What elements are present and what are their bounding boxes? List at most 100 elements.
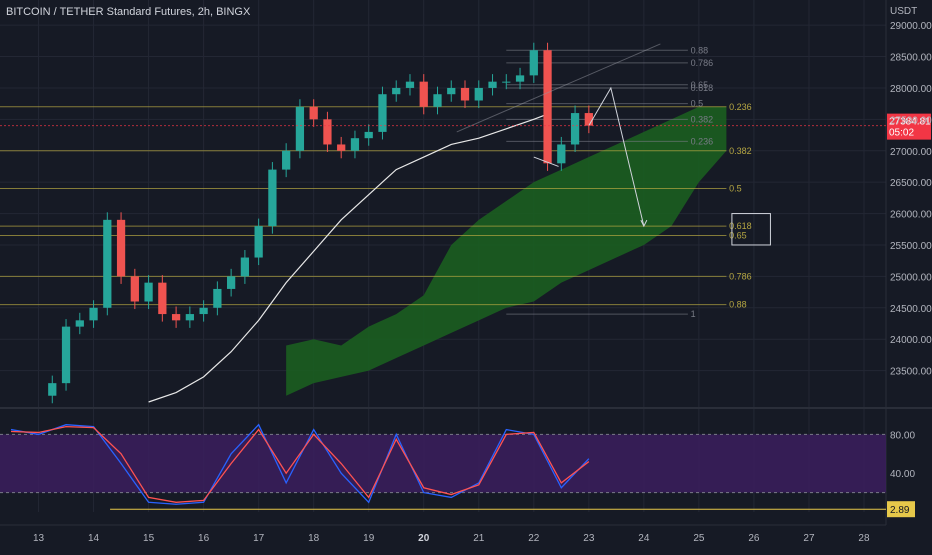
moving-average-line bbox=[148, 112, 551, 403]
candle[interactable] bbox=[364, 131, 373, 139]
candle[interactable] bbox=[433, 94, 442, 107]
x-tick-label: 24 bbox=[638, 533, 650, 544]
candle[interactable] bbox=[323, 119, 332, 145]
candle[interactable] bbox=[515, 75, 525, 82]
candle[interactable] bbox=[502, 81, 511, 83]
candle[interactable] bbox=[460, 87, 470, 101]
arrow-head bbox=[640, 219, 648, 228]
stoch-y-tick-label: 40.00 bbox=[890, 469, 915, 480]
candle[interactable] bbox=[584, 113, 593, 126]
x-tick-label: 19 bbox=[363, 533, 375, 544]
price-badge-value: 27384.81 bbox=[889, 117, 931, 128]
trend-line bbox=[456, 43, 661, 133]
candle[interactable] bbox=[61, 326, 71, 384]
x-tick-label: 26 bbox=[748, 533, 760, 544]
candle[interactable] bbox=[447, 87, 456, 95]
x-tick-label: 18 bbox=[308, 533, 320, 544]
candle[interactable] bbox=[543, 50, 552, 164]
projection-path bbox=[588, 86, 645, 227]
candle[interactable] bbox=[419, 81, 428, 107]
candle[interactable] bbox=[392, 87, 401, 95]
x-tick-label: 27 bbox=[803, 533, 815, 544]
x-tick-label: 17 bbox=[253, 533, 265, 544]
stoch-band bbox=[0, 434, 886, 493]
candle[interactable] bbox=[378, 94, 387, 132]
price-badge-countdown: 05:02 bbox=[889, 128, 914, 139]
fib-label: 0.65 bbox=[729, 231, 747, 241]
y-tick-label: 28000.00 bbox=[890, 84, 932, 95]
y-tick-label: 27000.00 bbox=[890, 147, 932, 158]
chart-title: BITCOIN / TETHER Standard Futures, 2h, B… bbox=[6, 6, 251, 18]
stoch-badge-value: 2.89 bbox=[890, 505, 910, 516]
candle[interactable] bbox=[282, 150, 291, 170]
y-tick-label: 24500.00 bbox=[890, 304, 932, 315]
candle[interactable] bbox=[89, 307, 98, 321]
x-tick-label: 15 bbox=[143, 533, 155, 544]
y-tick-label: 23500.00 bbox=[890, 367, 932, 378]
candle[interactable] bbox=[171, 314, 181, 321]
y-tick-label: 25000.00 bbox=[890, 272, 932, 283]
fib-label-small: 0.786 bbox=[691, 58, 714, 68]
stoch-line-k bbox=[10, 423, 590, 505]
fib-label-small: 0.618 bbox=[691, 83, 714, 93]
fib-label: 0.5 bbox=[729, 183, 742, 193]
candle[interactable] bbox=[185, 314, 194, 321]
candle[interactable] bbox=[130, 276, 139, 302]
stoch-badge bbox=[887, 501, 915, 518]
candle[interactable] bbox=[227, 276, 236, 289]
candle[interactable] bbox=[103, 219, 112, 308]
y-tick-label: 24000.00 bbox=[890, 335, 932, 346]
y-tick-label: 27500.00 bbox=[890, 115, 932, 126]
candle[interactable] bbox=[570, 113, 580, 145]
fib-label: 0.382 bbox=[729, 146, 752, 156]
x-tick-label: 16 bbox=[198, 533, 210, 544]
candle[interactable] bbox=[254, 226, 263, 258]
fib-label: 0.786 bbox=[729, 271, 752, 281]
candle[interactable] bbox=[48, 383, 57, 396]
candle[interactable] bbox=[474, 87, 483, 101]
y-tick-label: 29000.00 bbox=[890, 21, 932, 32]
x-tick-label: 20 bbox=[418, 533, 430, 544]
candle[interactable] bbox=[337, 144, 346, 151]
candle[interactable] bbox=[158, 282, 167, 315]
fib-label-small: 0.5 bbox=[691, 99, 704, 109]
y-tick-label: 26500.00 bbox=[890, 178, 932, 189]
candle[interactable] bbox=[144, 282, 153, 302]
candle[interactable] bbox=[405, 81, 415, 88]
candle[interactable] bbox=[75, 320, 84, 327]
candle[interactable] bbox=[268, 169, 277, 227]
candle[interactable] bbox=[240, 257, 250, 277]
fib-label-small: 0.236 bbox=[691, 136, 714, 146]
stoch-line-d bbox=[10, 425, 590, 503]
candle[interactable] bbox=[199, 307, 208, 315]
y-tick-label: 25500.00 bbox=[890, 241, 932, 252]
fib-label-small: 0.65 bbox=[691, 80, 709, 90]
candle[interactable] bbox=[488, 81, 497, 88]
x-tick-label: 23 bbox=[583, 533, 595, 544]
x-tick-label: 28 bbox=[858, 533, 870, 544]
candle[interactable] bbox=[557, 144, 566, 164]
fib-label-small: 1 bbox=[691, 309, 696, 319]
divergence-arrow bbox=[533, 156, 559, 167]
target-box[interactable] bbox=[731, 213, 771, 246]
x-tick-label: 13 bbox=[33, 533, 45, 544]
y-tick-label: 26000.00 bbox=[890, 210, 932, 221]
candle[interactable] bbox=[309, 106, 318, 120]
candle[interactable] bbox=[295, 106, 305, 151]
fib-label: 0.236 bbox=[729, 102, 752, 112]
candle[interactable] bbox=[213, 288, 222, 308]
x-tick-label: 14 bbox=[88, 533, 100, 544]
currency-label: USDT bbox=[890, 6, 917, 17]
candle[interactable] bbox=[529, 50, 538, 76]
candle[interactable] bbox=[116, 219, 126, 277]
x-tick-label: 22 bbox=[528, 533, 540, 544]
ichimoku-cloud bbox=[286, 106, 727, 396]
fib-label: 0.88 bbox=[729, 300, 747, 310]
x-tick-label: 25 bbox=[693, 533, 705, 544]
candle[interactable] bbox=[350, 138, 360, 151]
price-badge bbox=[887, 113, 931, 140]
x-tick-label: 21 bbox=[473, 533, 485, 544]
y-tick-label: 28500.00 bbox=[890, 53, 932, 64]
